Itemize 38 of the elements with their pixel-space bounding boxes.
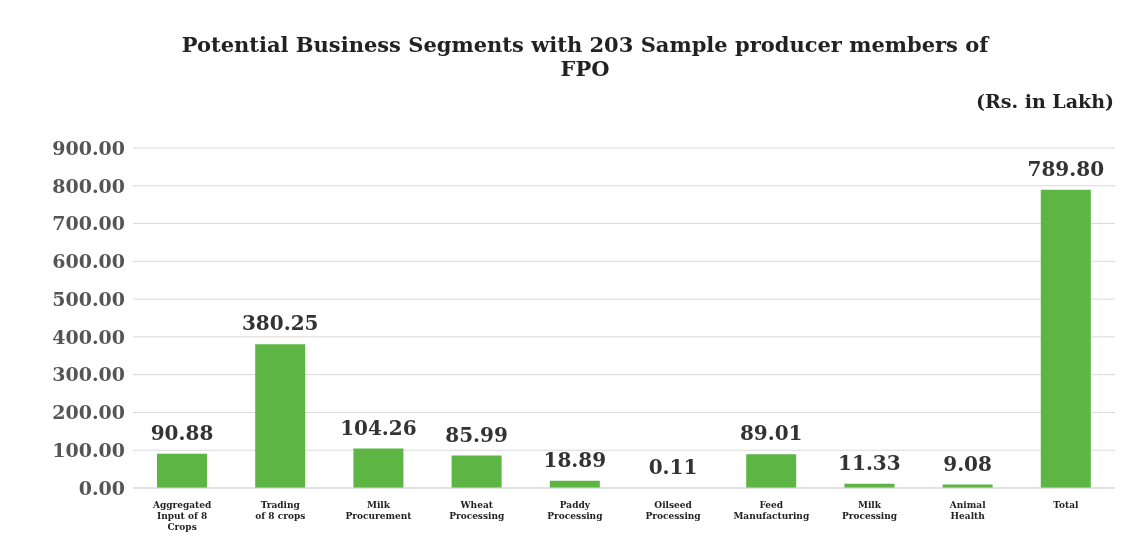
data-label: 18.89	[543, 447, 607, 472]
chart-subtitle: (Rs. in Lakh)	[976, 90, 1114, 112]
data-label: 104.26	[340, 415, 417, 440]
x-tick-label: Animal Health	[948, 500, 987, 522]
data-label: 380.25	[241, 311, 319, 336]
data-label: 11.33	[838, 450, 901, 475]
y-tick-label: 600.00	[52, 250, 125, 273]
x-tick-label: Milk Procurement	[345, 500, 413, 522]
x-tick-label: Oilseed Processing	[645, 500, 702, 522]
y-tick-label: 0.00	[78, 476, 125, 499]
bar	[451, 455, 502, 488]
data-label: 90.88	[150, 420, 214, 445]
y-tick-label: 500.00	[52, 287, 125, 310]
x-tick-label: Feed Manufacturing	[733, 500, 810, 522]
y-tick-label: 900.00	[52, 136, 125, 159]
x-tick-label: Paddy Processing	[547, 500, 604, 522]
x-tick-label: Aggregated Input of 8 Crops	[151, 500, 212, 533]
bar	[1040, 189, 1091, 488]
x-tick-label: Milk Processing	[841, 500, 898, 522]
y-tick-label: 700.00	[52, 212, 125, 235]
y-tick-label: 400.00	[52, 325, 125, 348]
data-label: 85.99	[445, 422, 508, 447]
bar	[353, 448, 404, 488]
x-tick-label: Trading of 8 crops	[255, 500, 306, 522]
y-tick-label: 200.00	[52, 401, 125, 424]
data-label: 0.11	[648, 454, 698, 479]
bar	[157, 453, 207, 488]
y-tick-label: 800.00	[52, 174, 125, 197]
y-tick-label: 100.00	[52, 438, 125, 461]
chart-title: Potential Business Segments with 203 Sample producer members of FPO	[180, 32, 991, 81]
y-tick-label: 300.00	[52, 363, 125, 386]
data-label: 89.01	[739, 421, 803, 446]
bar	[746, 454, 797, 488]
data-label: 9.08	[943, 451, 992, 476]
x-tick-label: Wheat Processing	[449, 500, 505, 522]
x-tick-label: Total	[1053, 500, 1080, 511]
bar	[255, 344, 306, 488]
data-label: 789.80	[1027, 156, 1105, 181]
